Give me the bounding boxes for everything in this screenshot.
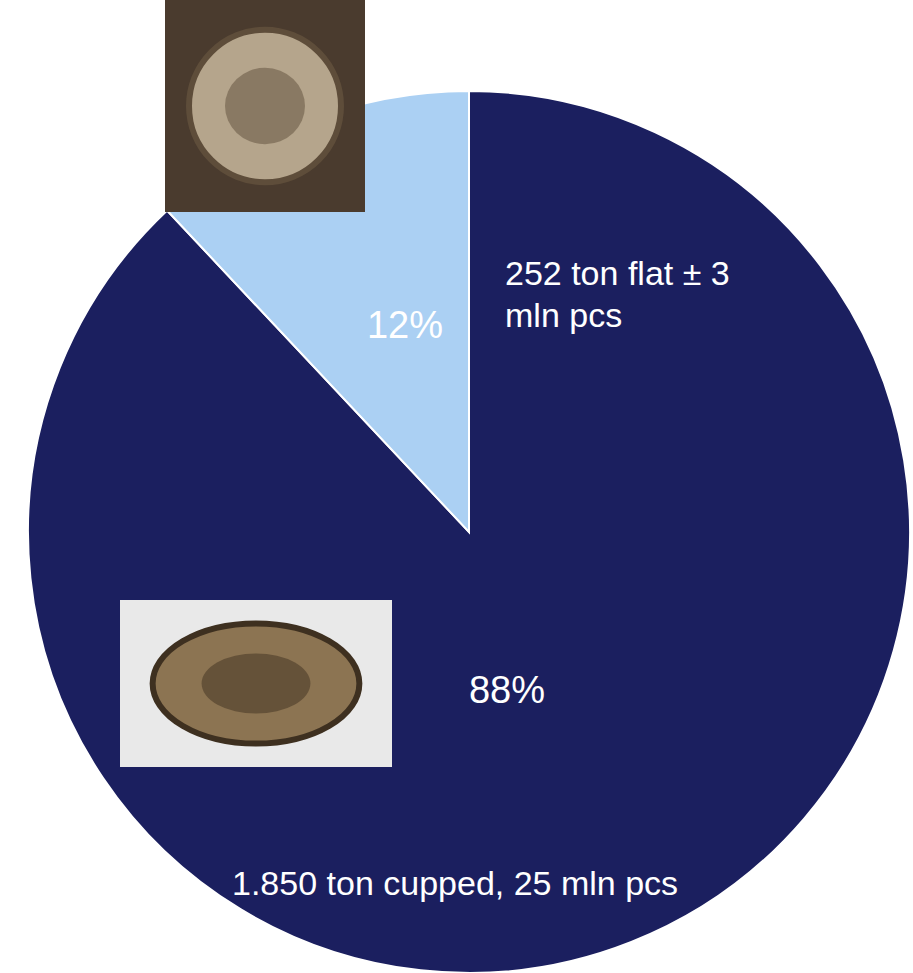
photo	[165, 0, 365, 212]
category-label: 252 ton flat ± 3mln pcs	[505, 254, 730, 334]
data-label: 88%	[469, 669, 545, 711]
chart: 88% 12% 1.850 ton cupped, 25 mln pcs 252 to…	[0, 0, 913, 973]
category-label: 1.850 ton cupped, 25 mln pcs	[232, 864, 678, 902]
photo-background	[120, 600, 392, 767]
pie	[28, 91, 910, 973]
oyster-shell	[153, 623, 360, 743]
oyster-shell	[189, 30, 341, 183]
pie-slice	[28, 91, 910, 973]
data-label: 12%	[367, 304, 443, 346]
photo	[120, 600, 392, 767]
oyster-detail	[202, 653, 311, 713]
oyster-detail	[225, 68, 305, 144]
photo-background	[165, 0, 365, 212]
